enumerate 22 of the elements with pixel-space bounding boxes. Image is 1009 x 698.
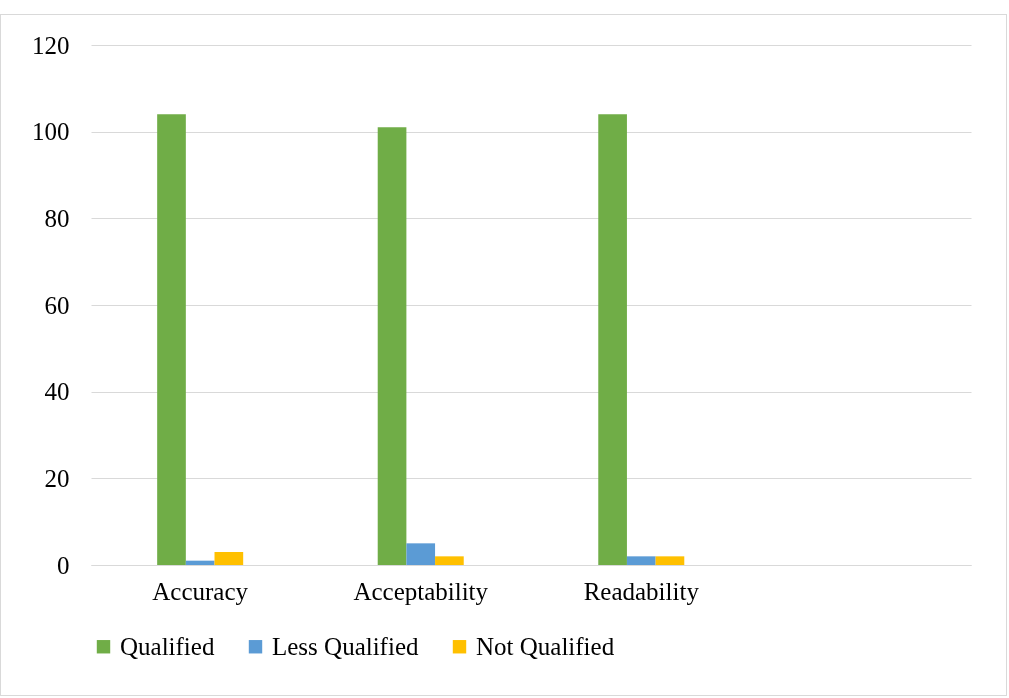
bar [598, 114, 627, 565]
y-tick-label: 80 [44, 204, 70, 232]
y-tick-label: 60 [44, 291, 70, 319]
legend-label: Qualified [120, 632, 215, 660]
y-tick-label: 0 [57, 551, 70, 579]
bar [435, 556, 464, 565]
y-tick-label: 100 [32, 118, 70, 146]
y-tick-label: 120 [32, 31, 70, 59]
bar [406, 543, 436, 565]
x-tick-label: Accuracy [152, 577, 249, 605]
bar [377, 127, 407, 565]
bar [214, 552, 244, 565]
legend-label: Not Qualified [476, 632, 615, 660]
y-tick-label: 40 [44, 378, 70, 406]
bar [626, 556, 656, 565]
bar [655, 556, 685, 565]
x-tick-label: Readability [583, 577, 700, 605]
legend-label: Less Qualified [272, 632, 419, 660]
x-tick-label: Acceptability [353, 577, 489, 605]
y-tick-label: 20 [44, 464, 70, 492]
bar [157, 114, 186, 565]
bar [185, 560, 215, 565]
